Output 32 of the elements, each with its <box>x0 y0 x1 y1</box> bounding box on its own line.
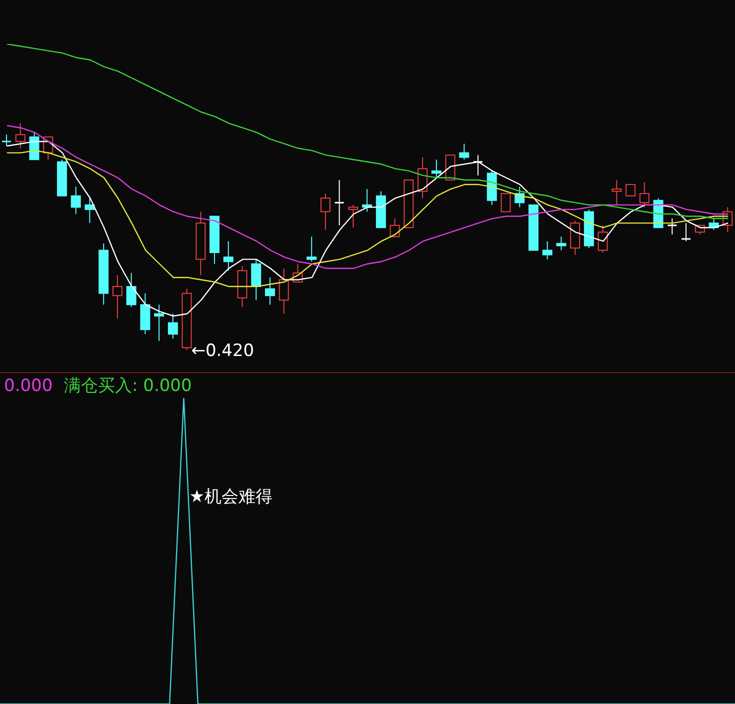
candlestick <box>168 313 178 340</box>
candlestick <box>612 180 622 206</box>
candlestick <box>251 258 262 301</box>
candlestick <box>348 204 358 228</box>
candlestick <box>112 274 122 319</box>
annotation: ★机会难得 <box>189 487 272 507</box>
candlestick <box>626 184 636 196</box>
candlestick <box>639 182 650 208</box>
candlestick <box>2 134 11 146</box>
candlestick <box>598 224 608 254</box>
candlestick <box>682 222 691 242</box>
candlestick <box>154 304 164 342</box>
candlestick <box>278 268 289 314</box>
candlestick <box>126 272 136 308</box>
candlestick <box>84 198 95 224</box>
candlestick <box>500 193 511 212</box>
candlestick <box>15 122 26 149</box>
candlestick <box>431 159 442 178</box>
candlestick <box>320 193 330 230</box>
text: 满仓买入: 0.000 <box>64 376 192 396</box>
candlestick <box>459 143 470 160</box>
text: 0.000 <box>4 376 53 396</box>
candlestick <box>223 240 234 272</box>
candlestick <box>334 180 344 226</box>
candlestick <box>668 218 677 235</box>
annotation: ←0.420 <box>191 341 254 361</box>
candlestick <box>418 156 428 199</box>
candlestick <box>542 240 552 260</box>
candlestick <box>306 236 317 262</box>
candlestick <box>556 236 566 251</box>
candlestick <box>264 276 275 306</box>
candlestick <box>70 186 81 214</box>
